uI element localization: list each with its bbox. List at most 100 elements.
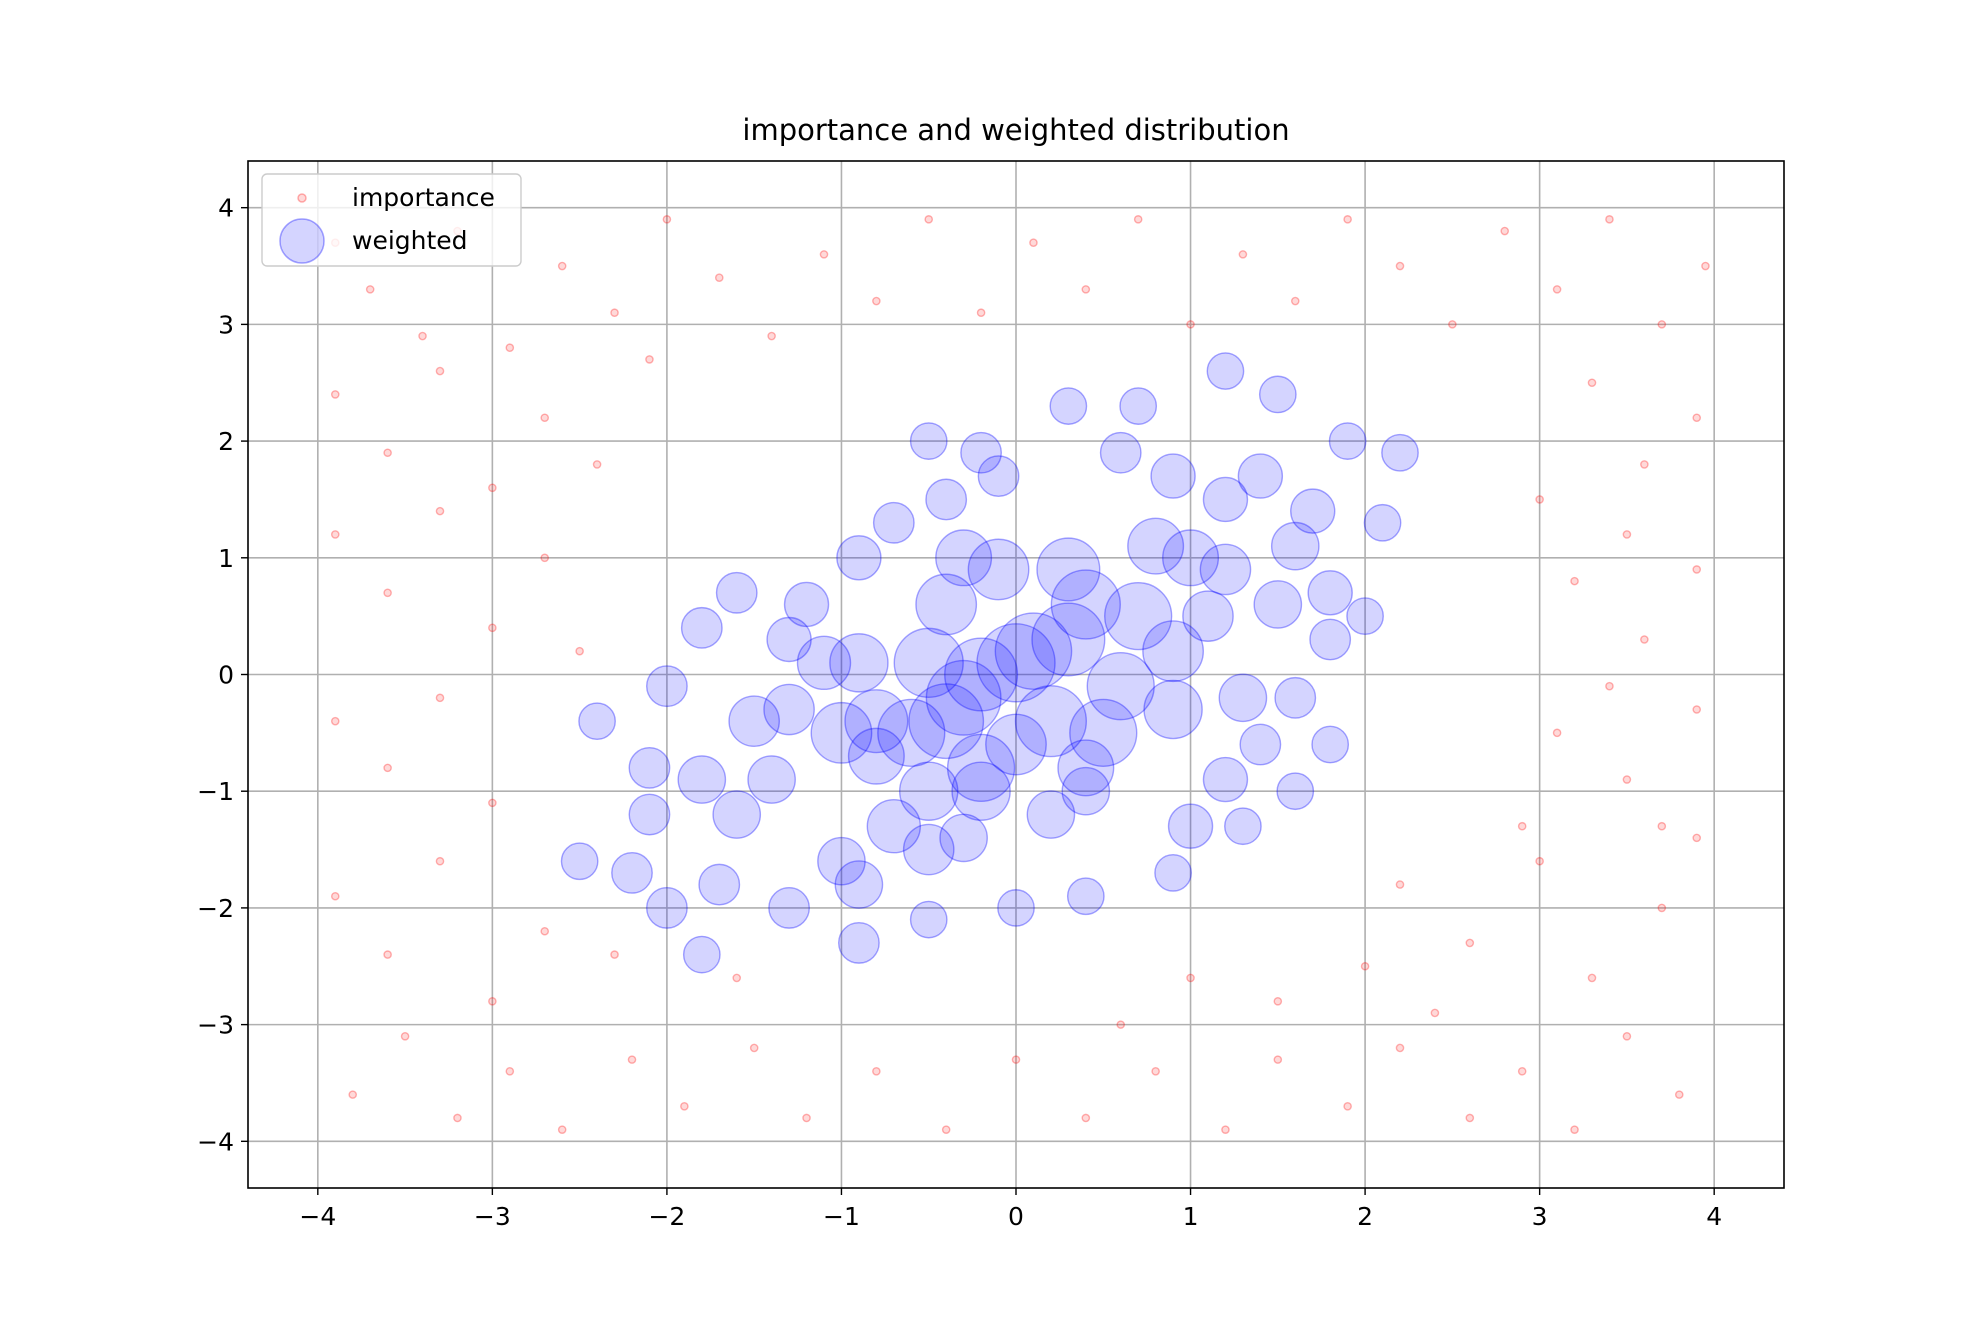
x-tick-label: 2 bbox=[1357, 1202, 1373, 1231]
importance-point bbox=[1448, 320, 1457, 329]
weighted-point bbox=[628, 793, 671, 836]
weighted-point bbox=[1270, 521, 1320, 571]
importance-point bbox=[1605, 681, 1614, 691]
importance-point bbox=[1360, 961, 1370, 971]
weighted-point bbox=[766, 616, 812, 663]
y-tick-label: −4 bbox=[197, 1127, 234, 1156]
weighted-point bbox=[893, 627, 964, 698]
weighted-point bbox=[677, 755, 727, 804]
importance-point bbox=[575, 646, 584, 656]
weighted-point bbox=[1142, 620, 1205, 683]
weighted-point bbox=[1290, 488, 1336, 534]
importance-point bbox=[610, 950, 619, 959]
weighted-point bbox=[944, 637, 1019, 712]
weighted-point bbox=[1036, 537, 1101, 602]
weighted-point bbox=[1276, 772, 1315, 811]
weighted-point bbox=[1309, 618, 1352, 661]
weighted-point bbox=[715, 571, 758, 614]
importance-point bbox=[1517, 1066, 1527, 1076]
y-tick-label: −1 bbox=[197, 777, 234, 806]
weighted-series bbox=[560, 352, 1419, 974]
importance-point bbox=[435, 366, 445, 376]
importance-point bbox=[1133, 215, 1143, 224]
weighted-point bbox=[1061, 766, 1111, 816]
importance-point bbox=[924, 215, 934, 224]
weighted-point bbox=[946, 733, 1016, 803]
importance-point bbox=[505, 1066, 515, 1076]
weighted-point bbox=[1199, 543, 1252, 596]
x-tick-label: −2 bbox=[648, 1202, 685, 1231]
weighted-point bbox=[1162, 529, 1220, 587]
y-tick-label: 2 bbox=[218, 427, 234, 456]
importance-point bbox=[1640, 460, 1649, 469]
importance-point bbox=[1587, 973, 1597, 983]
importance-point bbox=[1535, 495, 1544, 504]
weighted-point bbox=[810, 701, 873, 764]
weighted-point bbox=[939, 813, 988, 863]
weighted-point bbox=[1202, 756, 1249, 803]
weighted-point bbox=[898, 761, 959, 821]
weighted-point bbox=[829, 633, 889, 693]
importance-point bbox=[976, 308, 986, 318]
importance-point bbox=[1692, 705, 1702, 714]
weighted-point bbox=[1253, 580, 1303, 629]
weighted-point bbox=[1237, 453, 1284, 499]
weighted-point bbox=[783, 581, 830, 628]
importance-point bbox=[1657, 821, 1667, 831]
importance-point bbox=[435, 506, 445, 516]
importance-point bbox=[610, 308, 619, 318]
importance-point bbox=[872, 1066, 881, 1076]
weighted-point bbox=[728, 695, 780, 747]
importance-point bbox=[1395, 880, 1405, 889]
importance-point bbox=[540, 926, 550, 936]
importance-point bbox=[1116, 1020, 1126, 1029]
importance-point bbox=[1151, 1066, 1160, 1076]
legend-weighted-label: weighted bbox=[352, 226, 468, 255]
importance-point bbox=[819, 250, 829, 259]
weighted-point bbox=[763, 683, 815, 736]
weighted-point bbox=[1239, 723, 1282, 766]
weighted-point bbox=[915, 573, 978, 636]
importance-point bbox=[749, 1043, 759, 1053]
weighted-point bbox=[935, 529, 993, 587]
importance-point bbox=[1570, 1125, 1579, 1134]
weighted-point bbox=[817, 836, 866, 886]
importance-point bbox=[1587, 378, 1597, 388]
importance-point bbox=[732, 973, 742, 983]
importance-point bbox=[1692, 413, 1702, 423]
importance-point bbox=[767, 331, 776, 341]
weighted-point bbox=[836, 535, 882, 581]
weighted-point bbox=[1099, 431, 1142, 474]
weighted-point bbox=[1066, 877, 1105, 916]
weighted-point bbox=[682, 935, 721, 974]
weighted-point bbox=[951, 761, 1011, 821]
weighted-point bbox=[698, 863, 741, 906]
importance-point bbox=[557, 261, 567, 271]
importance-point bbox=[330, 891, 340, 901]
weighted-point bbox=[578, 702, 616, 741]
weighted-point bbox=[977, 455, 1020, 498]
importance-point bbox=[645, 355, 654, 364]
importance-point bbox=[1552, 728, 1562, 738]
importance-point bbox=[941, 1125, 951, 1134]
importance-point bbox=[1343, 215, 1352, 224]
weighted-point bbox=[680, 606, 723, 649]
weighted-point bbox=[796, 635, 852, 691]
importance-point bbox=[435, 693, 445, 703]
importance-point bbox=[1605, 215, 1614, 224]
weighted-point bbox=[1346, 597, 1384, 636]
weighted-point bbox=[909, 900, 948, 939]
y-tick-label: 3 bbox=[218, 310, 234, 339]
weighted-point bbox=[925, 478, 968, 521]
importance-point bbox=[1657, 320, 1667, 329]
y-tick-label: 1 bbox=[218, 544, 234, 573]
weighted-point bbox=[1057, 739, 1115, 797]
importance-point bbox=[1273, 996, 1283, 1006]
importance-point bbox=[1517, 821, 1527, 831]
importance-point bbox=[505, 343, 515, 353]
importance-point bbox=[453, 1113, 462, 1123]
weighted-point bbox=[834, 860, 884, 909]
importance-point bbox=[488, 996, 497, 1006]
weighted-point bbox=[1119, 387, 1158, 425]
